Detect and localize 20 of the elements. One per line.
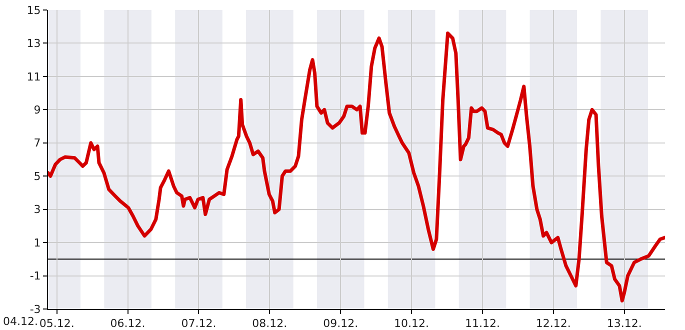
y-tick-label: 1 xyxy=(34,236,41,250)
y-tick-label: 7 xyxy=(34,136,41,150)
x-tick-label: 13.12. xyxy=(606,317,642,330)
y-tick-label: 13 xyxy=(26,37,41,50)
x-tick-label: 06.12. xyxy=(110,317,146,330)
x-tick-label: 05.12. xyxy=(39,317,74,330)
y-tick-label: 3 xyxy=(34,203,41,216)
x-tick-label: 09.12. xyxy=(323,317,358,330)
y-tick-label: -1 xyxy=(30,270,41,283)
y-tick-label: 9 xyxy=(34,104,41,117)
y-tick-label: 5 xyxy=(34,170,41,183)
y-tick-label: 15 xyxy=(26,4,41,17)
y-tick-label: -3 xyxy=(30,302,41,316)
x-tick-label: 07.12. xyxy=(181,317,216,330)
text: 04.12. xyxy=(3,315,38,328)
y-tick-label: 11 xyxy=(26,70,41,84)
x-tick-label: 12.12. xyxy=(536,317,571,330)
x-tick-label: 08.12. xyxy=(252,317,288,330)
x-tick-label: 11.12. xyxy=(464,317,500,330)
x-tick-label: 10.12. xyxy=(394,317,430,330)
